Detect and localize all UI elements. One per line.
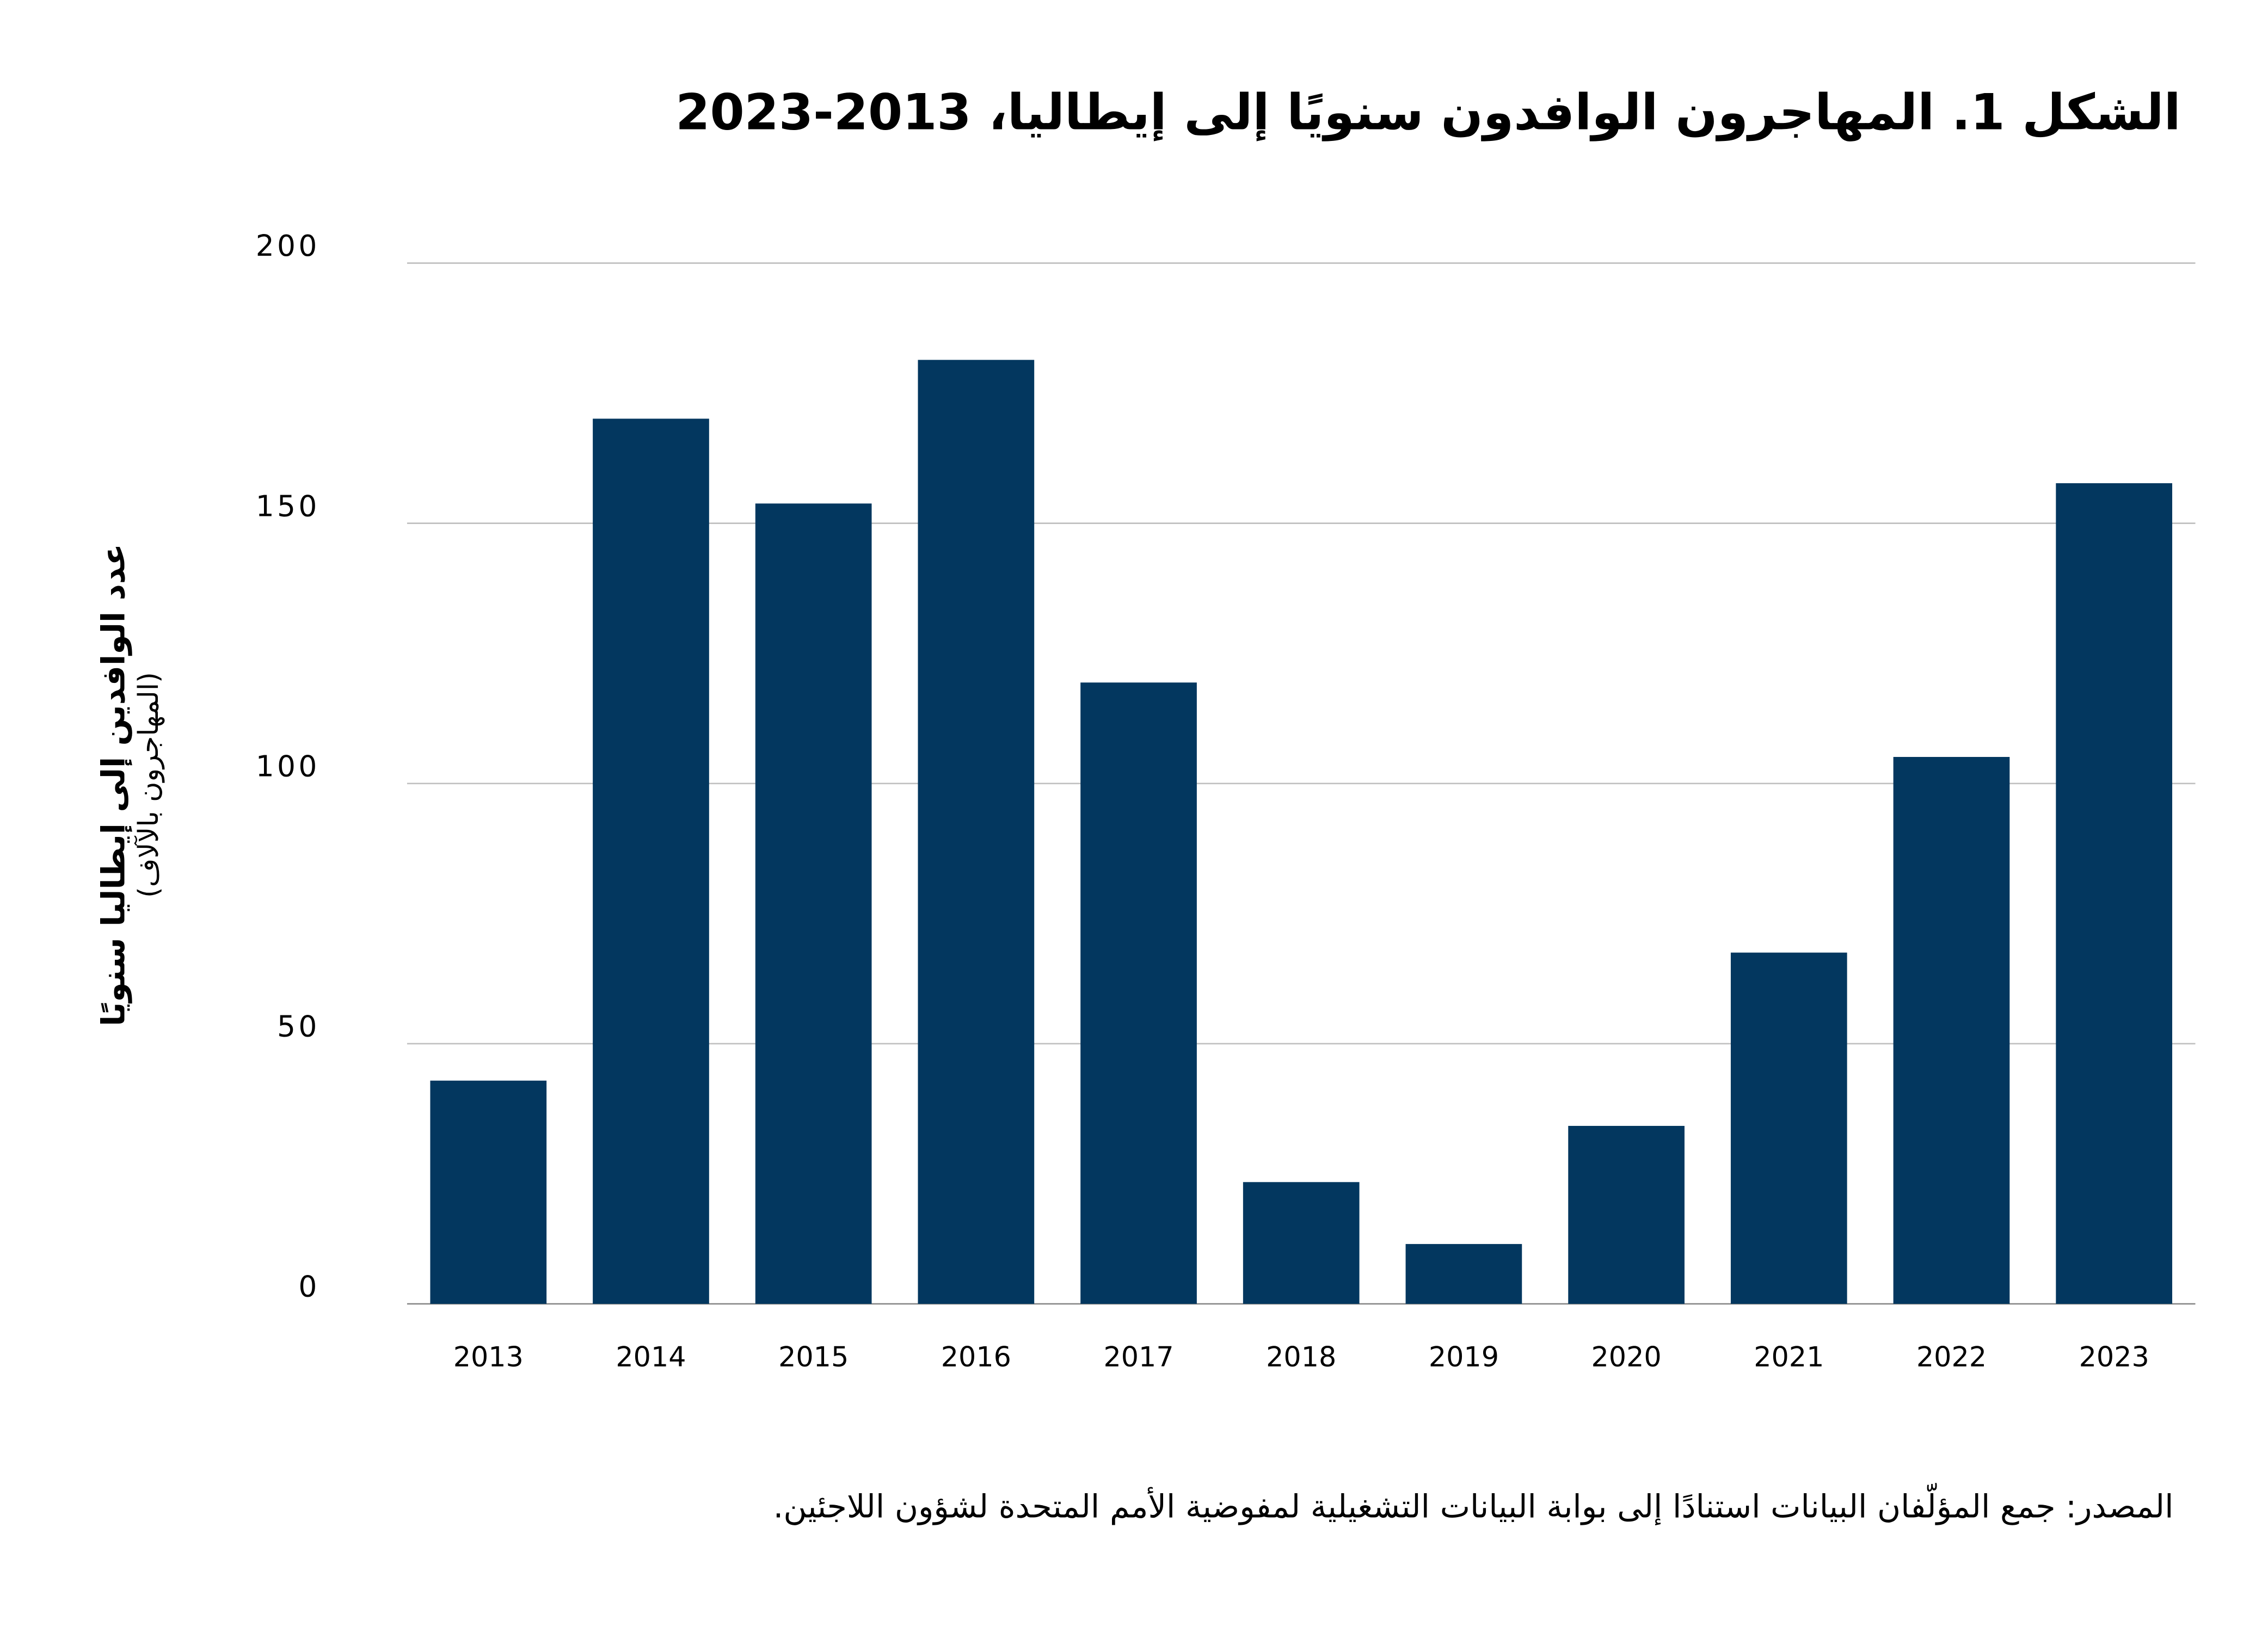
bar-2018 [1243, 1182, 1360, 1304]
bar-2015 [755, 503, 872, 1304]
y-tick-label: 150 [256, 489, 320, 523]
bar-2021 [1730, 952, 1847, 1304]
x-tick-label: 2014 [616, 1341, 686, 1373]
bar-2019 [1405, 1244, 1522, 1304]
bar-2017 [1080, 682, 1197, 1304]
x-tick-label: 2013 [453, 1341, 524, 1373]
y-tick-label: 0 [298, 1270, 319, 1304]
x-tick-label: 2022 [1916, 1341, 1987, 1373]
x-tick-label: 2015 [778, 1341, 849, 1373]
chart-title: الشكل 1. المهاجرون الوافدون سنويًا إلى إ… [675, 84, 2181, 143]
bar-2020 [1568, 1126, 1685, 1304]
x-tick-label: 2016 [941, 1341, 1011, 1373]
x-tick-label: 2017 [1103, 1341, 1173, 1373]
y-tick-label: 200 [256, 229, 320, 263]
bar-2022 [1893, 757, 2010, 1304]
bar-2016 [918, 360, 1035, 1304]
y-tick-label: 50 [277, 1009, 320, 1044]
x-tick-label: 2020 [1591, 1341, 1662, 1373]
bar-2013 [430, 1080, 547, 1304]
y-tick-label: 100 [256, 749, 320, 783]
bar-2014 [593, 418, 709, 1304]
x-tick-label: 2021 [1754, 1341, 1824, 1373]
x-tick-label: 2023 [2079, 1341, 2149, 1373]
x-tick-label: 2018 [1266, 1341, 1336, 1373]
source-note: المصدر: جمع المؤلّفان البيانات استنادًا … [773, 1489, 2174, 1526]
x-tick-label: 2019 [1429, 1341, 1499, 1373]
bar-2023 [2056, 483, 2173, 1304]
